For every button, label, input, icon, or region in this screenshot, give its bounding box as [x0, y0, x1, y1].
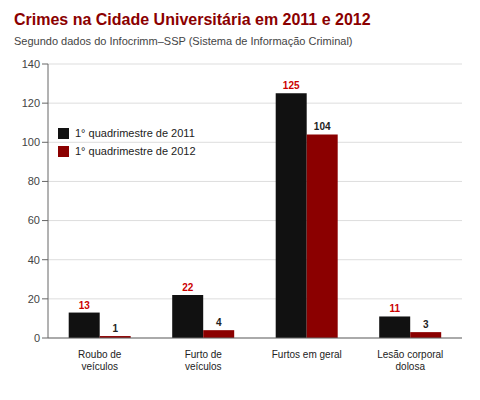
html-text:Segundo dados do Infocrimm–SSP: Segundo dados do Infocrimm–SSP (Sistema …	[14, 35, 353, 47]
svg-text:100: 100	[22, 136, 40, 148]
svg-text:140: 140	[22, 58, 40, 70]
svg-text:22: 22	[182, 282, 194, 293]
html-text:1° quadrimestre de 2012: 1° quadrimestre de 2012	[75, 145, 196, 158]
svg-text:120: 120	[22, 97, 40, 109]
svg-text:11: 11	[389, 303, 400, 314]
svg-text:Furtos em geral: Furtos em geral	[272, 349, 342, 360]
svg-text:80: 80	[28, 175, 40, 187]
svg-text:13: 13	[79, 300, 91, 311]
svg-text:Roubo deveículos: Roubo deveículos	[78, 349, 122, 372]
svg-text:20: 20	[28, 293, 40, 305]
svg-text:Furto deveículos: Furto deveículos	[185, 349, 223, 372]
html-text:Crimes na Cidade Universitária: Crimes na Cidade Universitária em 2011 e…	[14, 11, 371, 28]
svg-text:3: 3	[423, 319, 429, 330]
svg-text:1: 1	[112, 323, 118, 334]
svg-text:104: 104	[314, 121, 331, 132]
svg-text:Lesão corporaldolosa: Lesão corporaldolosa	[377, 349, 443, 372]
svg-text:125: 125	[283, 80, 300, 91]
svg-text:0: 0	[34, 332, 40, 344]
svg-text:60: 60	[28, 214, 40, 226]
svg-text:4: 4	[216, 317, 222, 328]
html-text:1° quadrimestre de 2011: 1° quadrimestre de 2011	[75, 127, 195, 140]
svg-text:40: 40	[28, 254, 40, 266]
